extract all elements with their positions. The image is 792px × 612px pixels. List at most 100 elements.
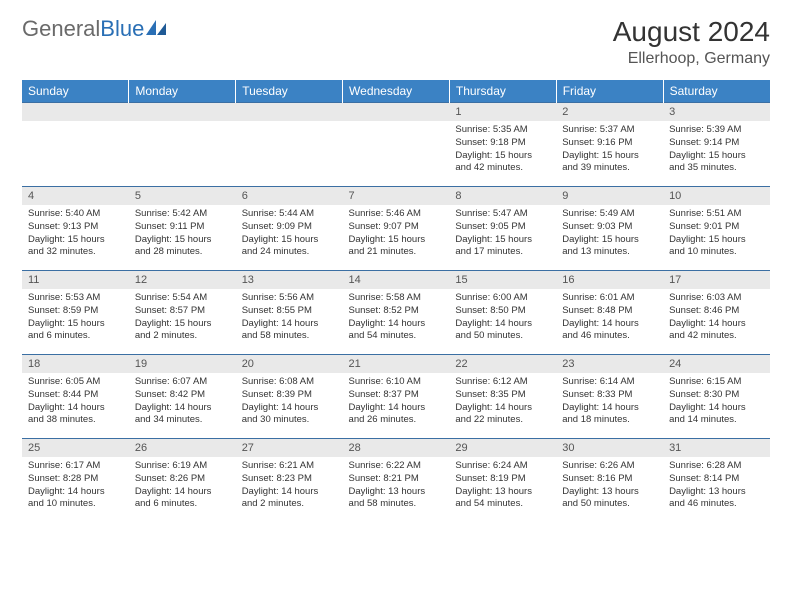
day-number: 6 — [236, 187, 343, 205]
brand-sail-icon — [146, 20, 168, 38]
day-details: Sunrise: 5:46 AMSunset: 9:07 PMDaylight:… — [343, 205, 450, 263]
day-details: Sunrise: 6:24 AMSunset: 8:19 PMDaylight:… — [449, 457, 556, 515]
day-number — [343, 103, 450, 121]
day-details: Sunrise: 6:17 AMSunset: 8:28 PMDaylight:… — [22, 457, 129, 515]
day-number: 5 — [129, 187, 236, 205]
day-number: 27 — [236, 439, 343, 457]
calendar-day-cell — [236, 103, 343, 187]
day-number — [22, 103, 129, 121]
day-details — [236, 121, 343, 128]
day-details: Sunrise: 6:26 AMSunset: 8:16 PMDaylight:… — [556, 457, 663, 515]
calendar-day-cell: 11Sunrise: 5:53 AMSunset: 8:59 PMDayligh… — [22, 271, 129, 355]
day-details: Sunrise: 5:56 AMSunset: 8:55 PMDaylight:… — [236, 289, 343, 347]
day-number — [129, 103, 236, 121]
day-details: Sunrise: 6:07 AMSunset: 8:42 PMDaylight:… — [129, 373, 236, 431]
brand-part1: General — [22, 16, 100, 41]
day-details: Sunrise: 6:21 AMSunset: 8:23 PMDaylight:… — [236, 457, 343, 515]
day-number: 12 — [129, 271, 236, 289]
title-block: August 2024 Ellerhoop, Germany — [613, 16, 770, 68]
calendar-table: SundayMondayTuesdayWednesdayThursdayFrid… — [22, 80, 770, 523]
day-details: Sunrise: 5:53 AMSunset: 8:59 PMDaylight:… — [22, 289, 129, 347]
day-details: Sunrise: 6:00 AMSunset: 8:50 PMDaylight:… — [449, 289, 556, 347]
weekday-header: Saturday — [663, 80, 770, 103]
calendar-day-cell: 10Sunrise: 5:51 AMSunset: 9:01 PMDayligh… — [663, 187, 770, 271]
calendar-day-cell — [343, 103, 450, 187]
calendar-day-cell: 28Sunrise: 6:22 AMSunset: 8:21 PMDayligh… — [343, 439, 450, 523]
calendar-week-row: 18Sunrise: 6:05 AMSunset: 8:44 PMDayligh… — [22, 355, 770, 439]
day-details: Sunrise: 5:47 AMSunset: 9:05 PMDaylight:… — [449, 205, 556, 263]
day-details: Sunrise: 5:37 AMSunset: 9:16 PMDaylight:… — [556, 121, 663, 179]
calendar-week-row: 11Sunrise: 5:53 AMSunset: 8:59 PMDayligh… — [22, 271, 770, 355]
calendar-day-cell: 4Sunrise: 5:40 AMSunset: 9:13 PMDaylight… — [22, 187, 129, 271]
calendar-day-cell: 17Sunrise: 6:03 AMSunset: 8:46 PMDayligh… — [663, 271, 770, 355]
day-number: 16 — [556, 271, 663, 289]
calendar-day-cell — [129, 103, 236, 187]
day-number: 11 — [22, 271, 129, 289]
weekday-header: Tuesday — [236, 80, 343, 103]
calendar-day-cell: 3Sunrise: 5:39 AMSunset: 9:14 PMDaylight… — [663, 103, 770, 187]
day-number: 21 — [343, 355, 450, 373]
day-number: 30 — [556, 439, 663, 457]
day-details: Sunrise: 5:42 AMSunset: 9:11 PMDaylight:… — [129, 205, 236, 263]
header: GeneralBlue August 2024 Ellerhoop, Germa… — [22, 16, 770, 68]
calendar-week-row: 25Sunrise: 6:17 AMSunset: 8:28 PMDayligh… — [22, 439, 770, 523]
day-number: 13 — [236, 271, 343, 289]
day-number: 20 — [236, 355, 343, 373]
calendar-day-cell: 25Sunrise: 6:17 AMSunset: 8:28 PMDayligh… — [22, 439, 129, 523]
day-details: Sunrise: 5:49 AMSunset: 9:03 PMDaylight:… — [556, 205, 663, 263]
calendar-day-cell: 9Sunrise: 5:49 AMSunset: 9:03 PMDaylight… — [556, 187, 663, 271]
day-details: Sunrise: 6:05 AMSunset: 8:44 PMDaylight:… — [22, 373, 129, 431]
day-number: 8 — [449, 187, 556, 205]
calendar-day-cell: 16Sunrise: 6:01 AMSunset: 8:48 PMDayligh… — [556, 271, 663, 355]
calendar-day-cell: 20Sunrise: 6:08 AMSunset: 8:39 PMDayligh… — [236, 355, 343, 439]
day-details: Sunrise: 6:08 AMSunset: 8:39 PMDaylight:… — [236, 373, 343, 431]
day-details: Sunrise: 6:15 AMSunset: 8:30 PMDaylight:… — [663, 373, 770, 431]
calendar-day-cell: 31Sunrise: 6:28 AMSunset: 8:14 PMDayligh… — [663, 439, 770, 523]
day-details — [343, 121, 450, 128]
calendar-day-cell: 1Sunrise: 5:35 AMSunset: 9:18 PMDaylight… — [449, 103, 556, 187]
calendar-day-cell: 5Sunrise: 5:42 AMSunset: 9:11 PMDaylight… — [129, 187, 236, 271]
day-details: Sunrise: 5:35 AMSunset: 9:18 PMDaylight:… — [449, 121, 556, 179]
day-number — [236, 103, 343, 121]
calendar-day-cell: 22Sunrise: 6:12 AMSunset: 8:35 PMDayligh… — [449, 355, 556, 439]
day-details: Sunrise: 6:01 AMSunset: 8:48 PMDaylight:… — [556, 289, 663, 347]
weekday-header: Monday — [129, 80, 236, 103]
brand-logo: GeneralBlue — [22, 16, 168, 42]
weekday-header: Wednesday — [343, 80, 450, 103]
calendar-day-cell: 8Sunrise: 5:47 AMSunset: 9:05 PMDaylight… — [449, 187, 556, 271]
day-number: 24 — [663, 355, 770, 373]
day-number: 25 — [22, 439, 129, 457]
calendar-day-cell: 30Sunrise: 6:26 AMSunset: 8:16 PMDayligh… — [556, 439, 663, 523]
calendar-day-cell: 6Sunrise: 5:44 AMSunset: 9:09 PMDaylight… — [236, 187, 343, 271]
day-number: 15 — [449, 271, 556, 289]
day-details: Sunrise: 5:40 AMSunset: 9:13 PMDaylight:… — [22, 205, 129, 263]
calendar-week-row: 1Sunrise: 5:35 AMSunset: 9:18 PMDaylight… — [22, 103, 770, 187]
day-details: Sunrise: 5:44 AMSunset: 9:09 PMDaylight:… — [236, 205, 343, 263]
month-title: August 2024 — [613, 16, 770, 48]
calendar-day-cell: 19Sunrise: 6:07 AMSunset: 8:42 PMDayligh… — [129, 355, 236, 439]
day-number: 19 — [129, 355, 236, 373]
day-details: Sunrise: 6:03 AMSunset: 8:46 PMDaylight:… — [663, 289, 770, 347]
day-details — [129, 121, 236, 128]
day-number: 14 — [343, 271, 450, 289]
calendar-day-cell: 18Sunrise: 6:05 AMSunset: 8:44 PMDayligh… — [22, 355, 129, 439]
calendar-day-cell: 7Sunrise: 5:46 AMSunset: 9:07 PMDaylight… — [343, 187, 450, 271]
day-details: Sunrise: 5:58 AMSunset: 8:52 PMDaylight:… — [343, 289, 450, 347]
day-number: 26 — [129, 439, 236, 457]
day-details: Sunrise: 5:54 AMSunset: 8:57 PMDaylight:… — [129, 289, 236, 347]
calendar-day-cell: 24Sunrise: 6:15 AMSunset: 8:30 PMDayligh… — [663, 355, 770, 439]
calendar-day-cell: 12Sunrise: 5:54 AMSunset: 8:57 PMDayligh… — [129, 271, 236, 355]
day-number: 31 — [663, 439, 770, 457]
weekday-header: Thursday — [449, 80, 556, 103]
day-number: 7 — [343, 187, 450, 205]
calendar-day-cell: 26Sunrise: 6:19 AMSunset: 8:26 PMDayligh… — [129, 439, 236, 523]
calendar-day-cell: 14Sunrise: 5:58 AMSunset: 8:52 PMDayligh… — [343, 271, 450, 355]
day-number: 3 — [663, 103, 770, 121]
calendar-day-cell: 13Sunrise: 5:56 AMSunset: 8:55 PMDayligh… — [236, 271, 343, 355]
day-details: Sunrise: 6:12 AMSunset: 8:35 PMDaylight:… — [449, 373, 556, 431]
day-number: 10 — [663, 187, 770, 205]
calendar-day-cell: 23Sunrise: 6:14 AMSunset: 8:33 PMDayligh… — [556, 355, 663, 439]
day-number: 9 — [556, 187, 663, 205]
day-number: 17 — [663, 271, 770, 289]
day-details: Sunrise: 5:39 AMSunset: 9:14 PMDaylight:… — [663, 121, 770, 179]
